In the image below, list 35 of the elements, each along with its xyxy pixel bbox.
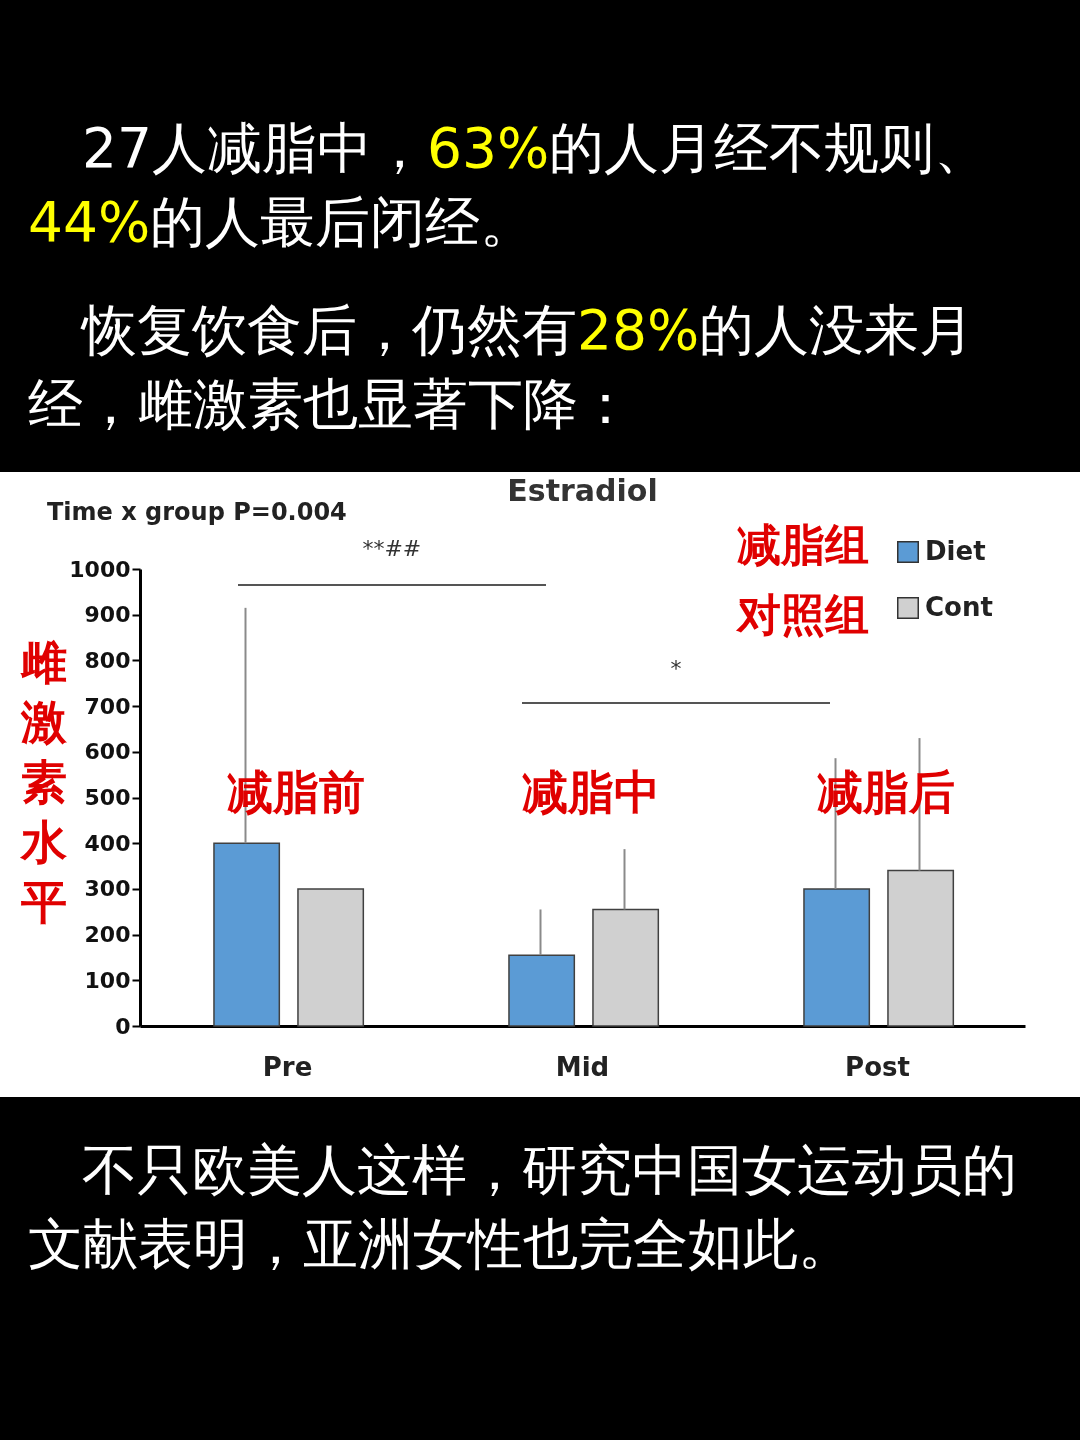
annotation: * [670,656,682,681]
annotation: 减脂组 [737,518,869,572]
annotation: 减脂前 [226,764,365,821]
legend-label: Cont [925,592,993,622]
bar [213,842,281,1027]
y-tick-label: 300 [84,876,131,902]
bar [592,908,660,1027]
text: **## [362,536,422,561]
bar [803,888,871,1027]
y-tick-label: 900 [84,602,131,628]
text: Time x group P=0.004 [47,498,347,526]
y-tick-label: 500 [84,785,131,810]
bar [887,869,955,1027]
text: 不只欧美人这样，研究中国女运动员的文献表明，亚洲女性也完全如此。 [28,1137,1018,1278]
y-tick-label: 400 [84,830,131,856]
x-tick-label: Pre [262,1051,313,1082]
bar [508,954,576,1027]
annotation: 减脂中 [521,764,660,821]
x-tick-label: Post [845,1051,910,1082]
y-tick-label: 600 [84,739,131,765]
bar [297,888,365,1027]
y-tick-label: 0 [115,1013,131,1039]
y-tick-label: 800 [84,647,131,673]
chart-title: Estradiol [507,473,658,508]
y-tick-label: 1000 [69,556,131,582]
text: 27人减脂中，63%的人月经不规则、44%的人最后闭经。 [28,116,990,254]
annotation: 对照组 [737,588,869,642]
x-tick-label: Mid [555,1051,610,1082]
legend-label: Diet [925,536,986,566]
annotation: 减脂后 [816,764,955,821]
text: 恢复饮食后，仍然有28%的人没来月经，雌激素也显著下降： [28,298,975,436]
y-axis-title: 雌激素水平 [18,634,68,929]
y-tick-label: 200 [84,922,131,948]
y-tick-label: 100 [84,967,131,993]
y-tick-label: 700 [84,693,131,719]
